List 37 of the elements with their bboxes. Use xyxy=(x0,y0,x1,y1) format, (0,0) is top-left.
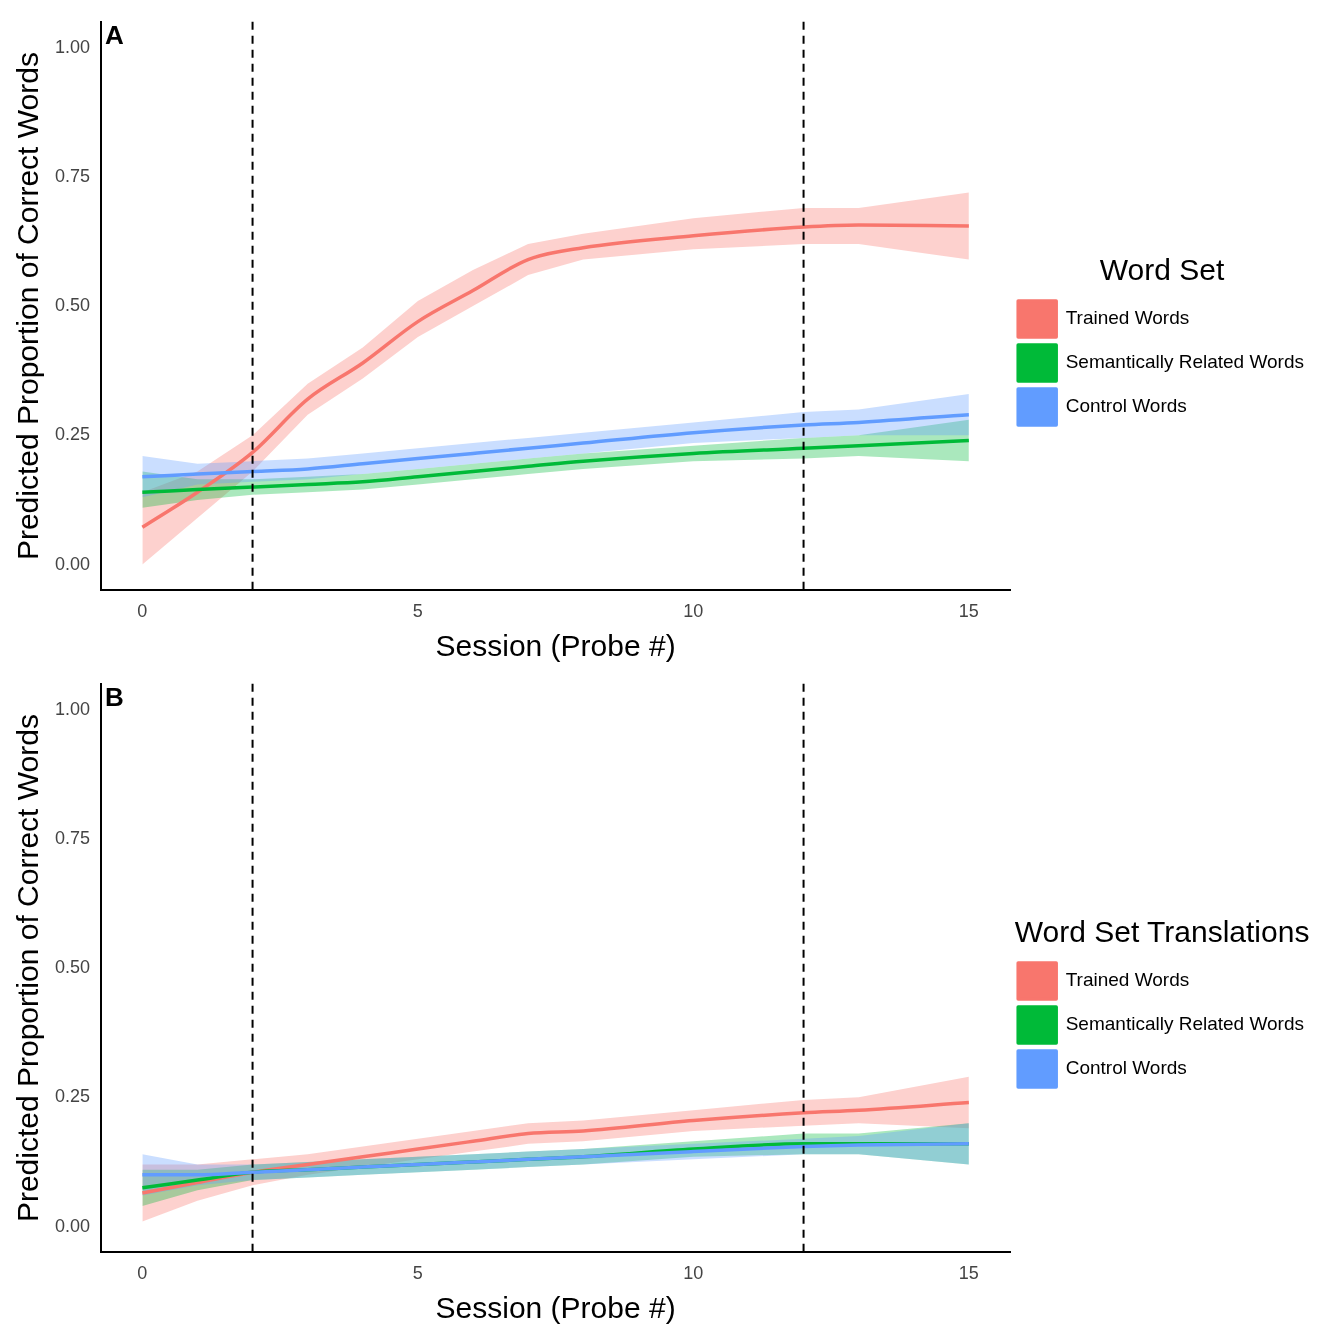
y-tick-label: 1.00 xyxy=(54,698,91,719)
y-tick-label: 0.25 xyxy=(54,424,91,445)
x-tick-label: 5 xyxy=(412,1263,423,1284)
line-series xyxy=(140,412,971,479)
line-series xyxy=(140,1142,971,1177)
x-axis-title: Session (Probe #) xyxy=(435,629,676,663)
x-tick-label: 10 xyxy=(683,601,704,622)
y-axis-title: Predicted Proportion of Correct Words xyxy=(11,714,45,1223)
line-series xyxy=(140,1100,971,1195)
x-tick-label: 5 xyxy=(412,601,423,622)
y-tick-label: 0.00 xyxy=(54,553,91,574)
x-tick-label: 0 xyxy=(137,1263,148,1284)
legend-label: Semantically Related Words xyxy=(1065,1013,1305,1035)
x-axis-title: Session (Probe #) xyxy=(435,1291,676,1325)
x-tick-label: 15 xyxy=(958,601,979,622)
legend-label: Semantically Related Words xyxy=(1065,351,1305,373)
y-tick-label: 0.25 xyxy=(54,1086,91,1107)
x-tick-label: 10 xyxy=(683,1263,704,1284)
legend-label: Control Words xyxy=(1065,395,1187,417)
legend-title: Word Set Translations xyxy=(1014,915,1310,949)
legend-title: Word Set xyxy=(1099,253,1226,287)
line-series xyxy=(140,438,971,494)
legend-label: Control Words xyxy=(1065,1057,1187,1079)
y-tick-label: 1.00 xyxy=(54,36,91,57)
y-tick-label: 0.75 xyxy=(54,165,91,186)
y-tick-label: 0.00 xyxy=(54,1215,91,1236)
annotation: B xyxy=(105,681,124,712)
line-series xyxy=(140,223,971,530)
x-tick-label: 0 xyxy=(137,601,148,622)
x-tick-label: 15 xyxy=(958,1263,979,1284)
y-tick-label: 0.50 xyxy=(54,295,91,316)
legend-label: Trained Words xyxy=(1065,969,1190,991)
y-tick-label: 0.75 xyxy=(54,827,91,848)
legend-label: Trained Words xyxy=(1065,307,1190,329)
y-tick-label: 0.50 xyxy=(54,957,91,978)
y-axis-title: Predicted Proportion of Correct Words xyxy=(11,52,45,561)
annotation: A xyxy=(105,19,125,50)
